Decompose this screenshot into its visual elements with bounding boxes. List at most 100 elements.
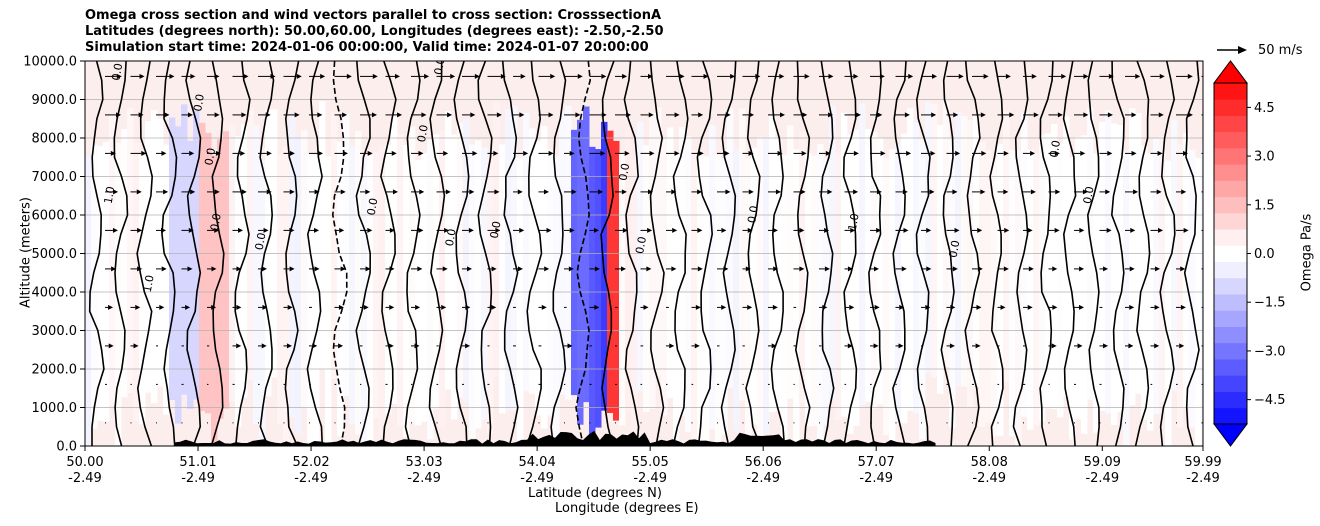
wind-vector [156,73,175,79]
y-tick: 1000.0 [32,401,85,416]
contour-line [113,61,129,446]
omega-cell [931,103,938,378]
wind-vector [589,150,606,156]
omega-cell [163,144,170,415]
wind-vector [1150,189,1162,195]
y-tick-label: 6000.0 [32,209,78,224]
y-tick: 7000.0 [32,170,85,185]
wind-vector [921,73,937,79]
omega-cell [289,115,296,418]
x-tick-label-lat: 55.05 [632,455,669,470]
wind-vector [411,112,427,118]
wind-vector [1074,112,1089,118]
x-tick: 52.02-2.49 [292,446,330,486]
wind-vector [768,150,783,156]
colorbar-level [1214,196,1247,214]
wind-vector [666,73,685,79]
omega-cell [307,153,314,446]
wind-vector [334,266,346,272]
omega-cell [1111,123,1118,425]
omega-cell [469,144,476,438]
colorbar-level [1214,294,1247,311]
wind-vector [691,73,709,79]
x-tick-label-lat: 52.02 [292,455,329,470]
contour-line [1062,61,1077,446]
omega-cell [673,153,680,446]
omega-cell [763,137,770,434]
x-tick: 57.07-2.49 [858,446,895,486]
wind-vector [232,227,243,233]
wind-vector [615,227,628,233]
wind-vector [436,266,448,272]
omega-cell [823,157,830,425]
x-tick-label-lat: 54.04 [519,455,556,470]
omega-cell [283,146,290,441]
y-tick-label: 1000.0 [32,401,78,416]
wind-vector [870,304,880,310]
wind-vector [972,343,981,349]
omega-cell [877,137,884,405]
contour-line [868,61,882,446]
wind-vector [589,304,600,310]
wind-vector [895,112,910,118]
wind-vector [130,150,147,156]
omega-cell [679,127,686,417]
wind-vector [207,227,220,233]
omega-cell [97,146,104,421]
omega-cell [1033,152,1040,426]
colorbar-level [1214,164,1247,181]
contour-line [306,61,324,446]
x-tick: 54.04-2.49 [519,446,556,486]
omega-cell [937,125,944,394]
wind-vector [130,227,143,233]
contour-line [1012,61,1029,446]
wind-vector [538,266,550,272]
wind-vector [1048,266,1058,272]
y-tick: 6000.0 [32,209,85,224]
omega-cell [715,154,722,446]
omega-cell [439,129,446,428]
wind-vector [411,227,424,233]
wind-vector [742,227,753,233]
omega-cell [367,154,374,446]
omega-cell [547,149,554,416]
wind-vector [156,150,167,156]
omega-cell [709,124,716,429]
y-tick-label: 7000.0 [32,170,78,185]
omega-cell [181,104,188,395]
contour-line [380,61,397,446]
wind-vector [666,112,680,118]
wind-vector [564,73,583,79]
omega-cell [667,127,674,398]
contour-label: 0.0 [616,162,632,181]
wind-vector [360,227,373,233]
x-tick-label-lon: -2.49 [859,471,893,486]
wind-vector [538,112,554,118]
wind-vector [411,266,423,272]
wind-vector [717,150,730,156]
wind-vector [258,73,276,79]
omega-cell [421,153,428,422]
y-tick-label: 5000.0 [32,247,78,262]
contour-line [649,61,665,446]
wind-vector [1023,112,1039,118]
wind-vector [589,112,607,118]
wind-vector [487,227,501,233]
x-tick-label-lat: 57.07 [858,455,895,470]
wind-vector [768,189,781,195]
wind-vector [1176,304,1186,310]
omega-cell [337,141,344,437]
wind-vector [462,73,480,79]
wind-vector [870,112,883,118]
wind-vector [487,266,497,272]
wind-vector [462,343,471,349]
wind-vector [589,73,607,79]
wind-vector [921,150,936,156]
colorbar-extend-max [1213,60,1248,84]
omega-cell [541,125,548,429]
wind-vector [946,189,958,195]
omega-cell [1099,121,1106,411]
wind-vector [870,343,879,349]
wind-vector [181,150,195,156]
